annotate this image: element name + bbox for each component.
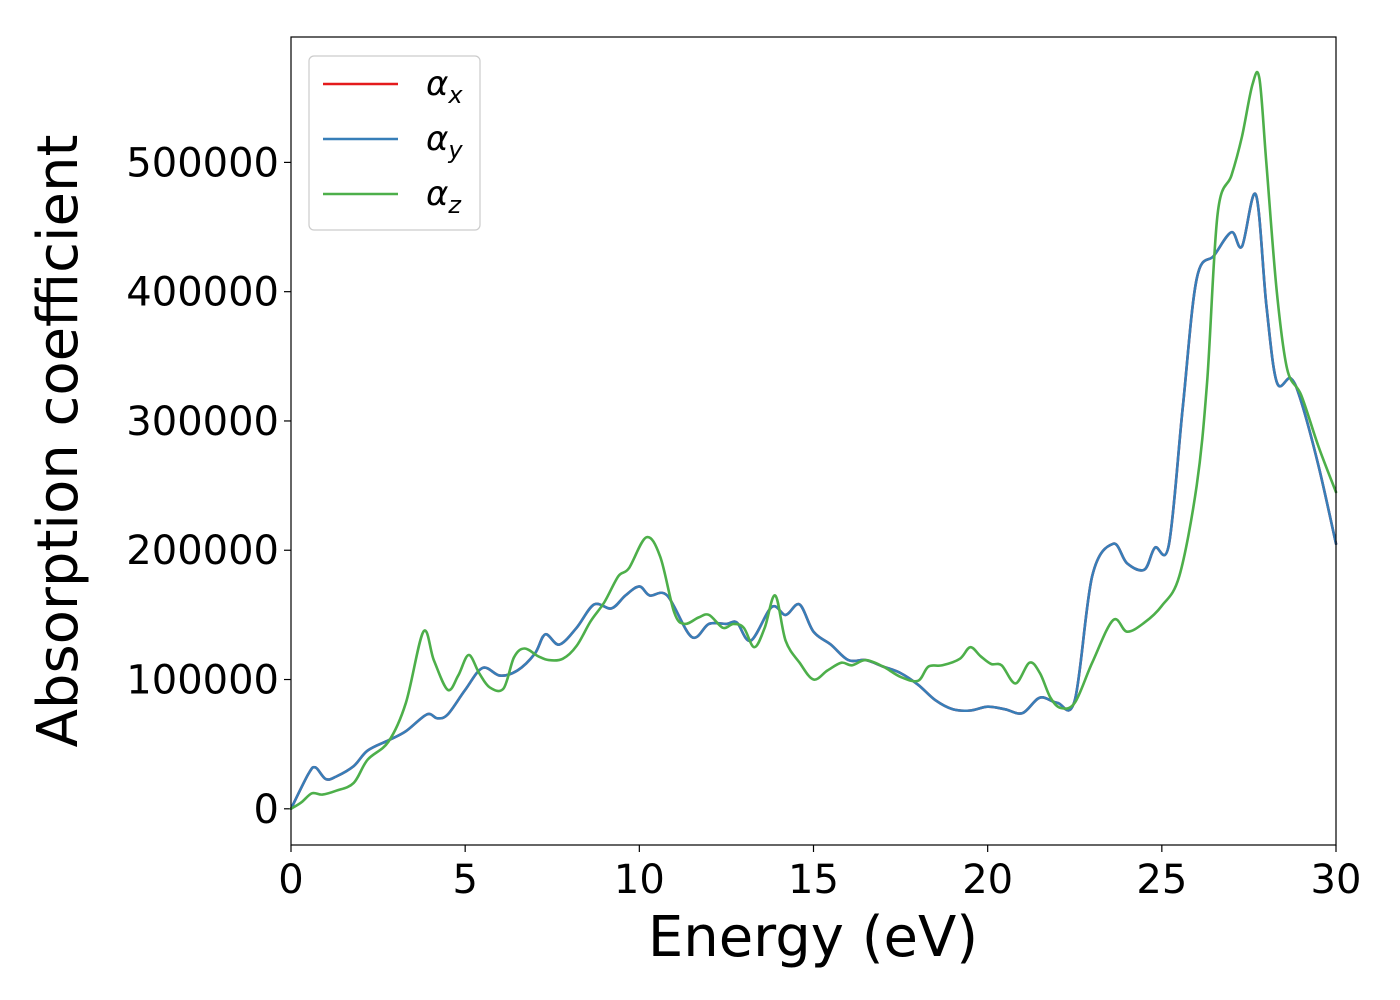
x-tick-label: 20 (962, 857, 1013, 903)
x-tick-label: 30 (1311, 857, 1362, 903)
series-line-alpha-y (289, 192, 1338, 811)
plot-frame (290, 36, 1337, 846)
y-tick-label: 100000 (126, 658, 279, 704)
x-axis-label: Energy (eV) (648, 905, 978, 970)
series-layer (289, 70, 1338, 811)
y-tick-label: 0 (254, 787, 279, 833)
x-axis-tick-labels: 0 5 10 15 20 25 30 (278, 857, 1361, 903)
y-tick-label: 300000 (126, 399, 279, 445)
y-tick-label: 200000 (126, 528, 279, 574)
x-tick-label: 5 (452, 857, 477, 903)
legend-symbol: α (426, 64, 448, 104)
y-tick-label: 500000 (126, 140, 279, 186)
series-line-alpha-z (289, 70, 1338, 811)
legend-label-alpha-x: αx (426, 64, 463, 109)
y-axis-label: Absorption coefficient (26, 135, 91, 748)
x-tick-label: 10 (614, 857, 665, 903)
x-tick-label: 25 (1136, 857, 1187, 903)
legend-symbol: α (426, 119, 448, 159)
legend-label-alpha-z: αz (426, 174, 462, 219)
legend-box (308, 55, 481, 231)
legend-subscript: x (447, 81, 463, 109)
y-axis-tick-labels: 0 100000 200000 300000 400000 500000 (126, 140, 279, 832)
y-tick-label: 400000 (126, 270, 279, 316)
series-line-alpha-x (289, 192, 1338, 811)
y-axis-tick-marks (284, 161, 291, 810)
legend-subscript: z (447, 191, 462, 219)
x-axis-tick-marks (290, 845, 1337, 852)
legend-symbol: α (426, 174, 448, 214)
x-tick-label: 15 (788, 857, 839, 903)
x-tick-label: 0 (278, 857, 303, 903)
legend-label-alpha-y: αy (426, 119, 463, 164)
legend-subscript: y (447, 136, 463, 164)
